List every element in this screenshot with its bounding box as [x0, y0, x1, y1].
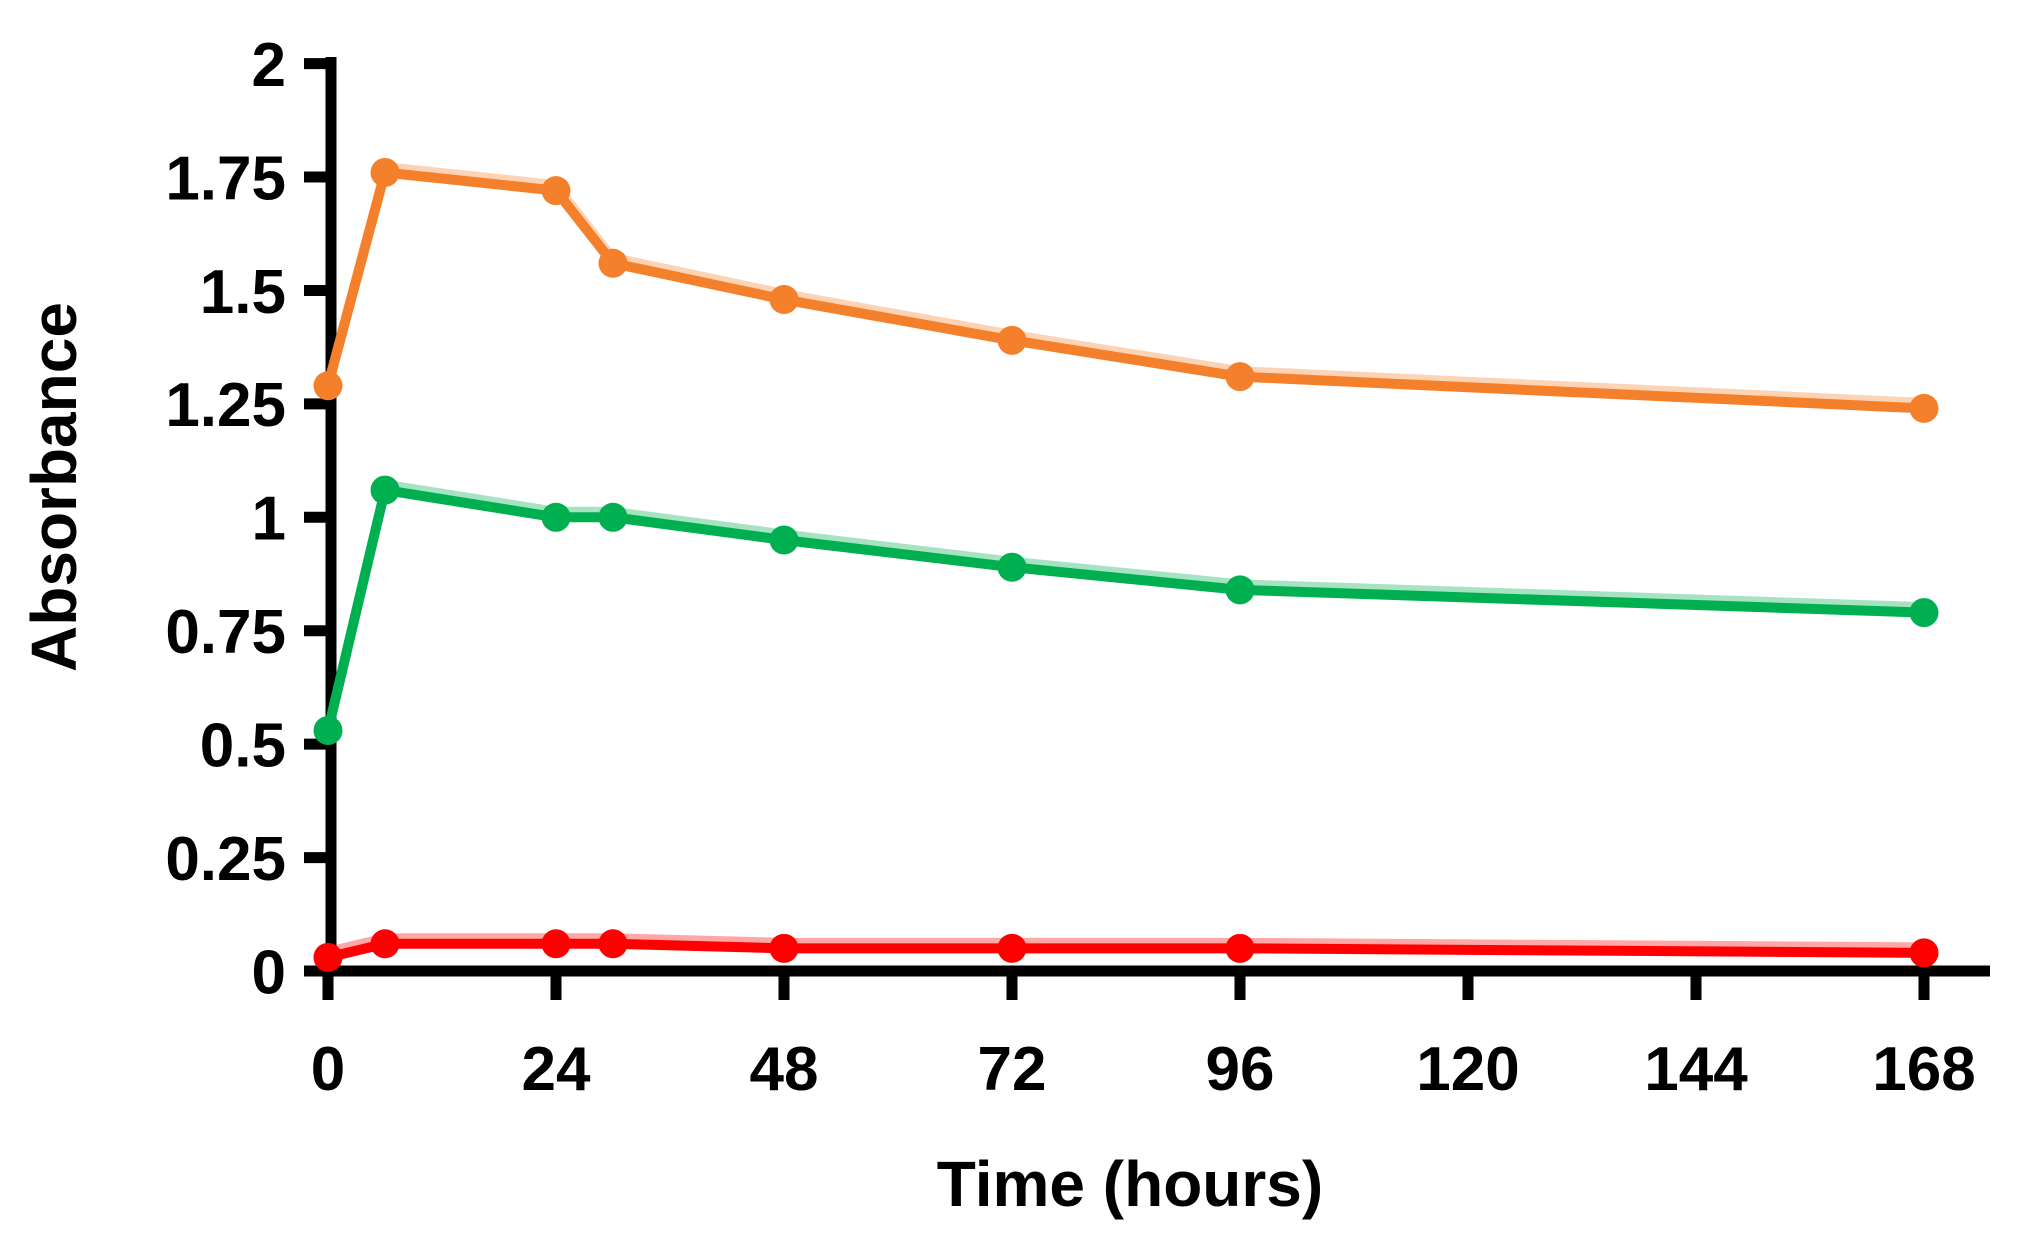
orange-series-data-point [769, 285, 799, 315]
y-tick-label: 0.75 [165, 598, 286, 667]
y-tick-label: 0.25 [165, 825, 286, 894]
green-series-data-point [997, 552, 1027, 582]
green-series-data-point [313, 716, 343, 746]
red-series-data-point [1909, 938, 1939, 968]
orange-series-data-point [997, 325, 1027, 355]
green-series-line [323, 485, 1929, 736]
y-tick-label: 0 [252, 938, 286, 1007]
orange-series-data-point [370, 157, 400, 187]
red-series-data-point [997, 933, 1027, 963]
y-tick-label: 1.25 [165, 371, 286, 440]
green-series-data-point [541, 502, 571, 532]
red-series-data-point [598, 929, 628, 959]
green-series-data-point [769, 525, 799, 555]
x-tick-label: 96 [1206, 1035, 1275, 1104]
green-series-data-point [370, 475, 400, 505]
red-series-data-point [313, 942, 343, 972]
orange-series-data-point [1909, 393, 1939, 423]
red-series-data-point [541, 929, 571, 959]
red-series-data-point [1225, 933, 1255, 963]
y-tick-label: 2 [252, 31, 286, 100]
x-tick-label: 48 [750, 1035, 819, 1104]
x-tick-label: 120 [1416, 1035, 1519, 1104]
green-series-echo-line [324, 479, 1928, 728]
orange-series-line [323, 167, 1929, 414]
x-axis-title: Time (hours) [937, 1148, 1323, 1220]
orange-series-data-point [598, 248, 628, 278]
x-tick-label: 144 [1644, 1035, 1748, 1104]
green-series-data-point [1909, 598, 1939, 628]
x-tick-label: 0 [311, 1035, 345, 1104]
orange-series-data-point [541, 176, 571, 206]
y-tick-label: 1.75 [165, 144, 286, 213]
y-tick-label: 1.5 [200, 258, 286, 327]
red-series-echo-line [324, 933, 1928, 954]
x-tick-label: 24 [522, 1035, 591, 1104]
red-series-line [323, 938, 1929, 963]
orange-series-data-point [313, 371, 343, 401]
y-tick-label: 0.5 [200, 711, 286, 780]
y-axis-title: Absorbance [18, 302, 90, 672]
axes: 0 0.25 0.5 0.75 1 1.25 1.5 1.75 2 0 24 48 72 96 120 144… [165, 31, 1990, 1104]
green-series-data-point [1225, 575, 1255, 605]
green-series-data-point [598, 502, 628, 532]
x-tick-label: 168 [1872, 1035, 1975, 1104]
red-series-data-point [769, 933, 799, 963]
orange-series-data-point [1225, 362, 1255, 392]
series [313, 157, 1939, 972]
y-tick-label: 1 [252, 485, 286, 554]
red-series-data-point [370, 929, 400, 959]
x-tick-label: 72 [978, 1035, 1047, 1104]
orange-series-echo-line [324, 161, 1928, 405]
